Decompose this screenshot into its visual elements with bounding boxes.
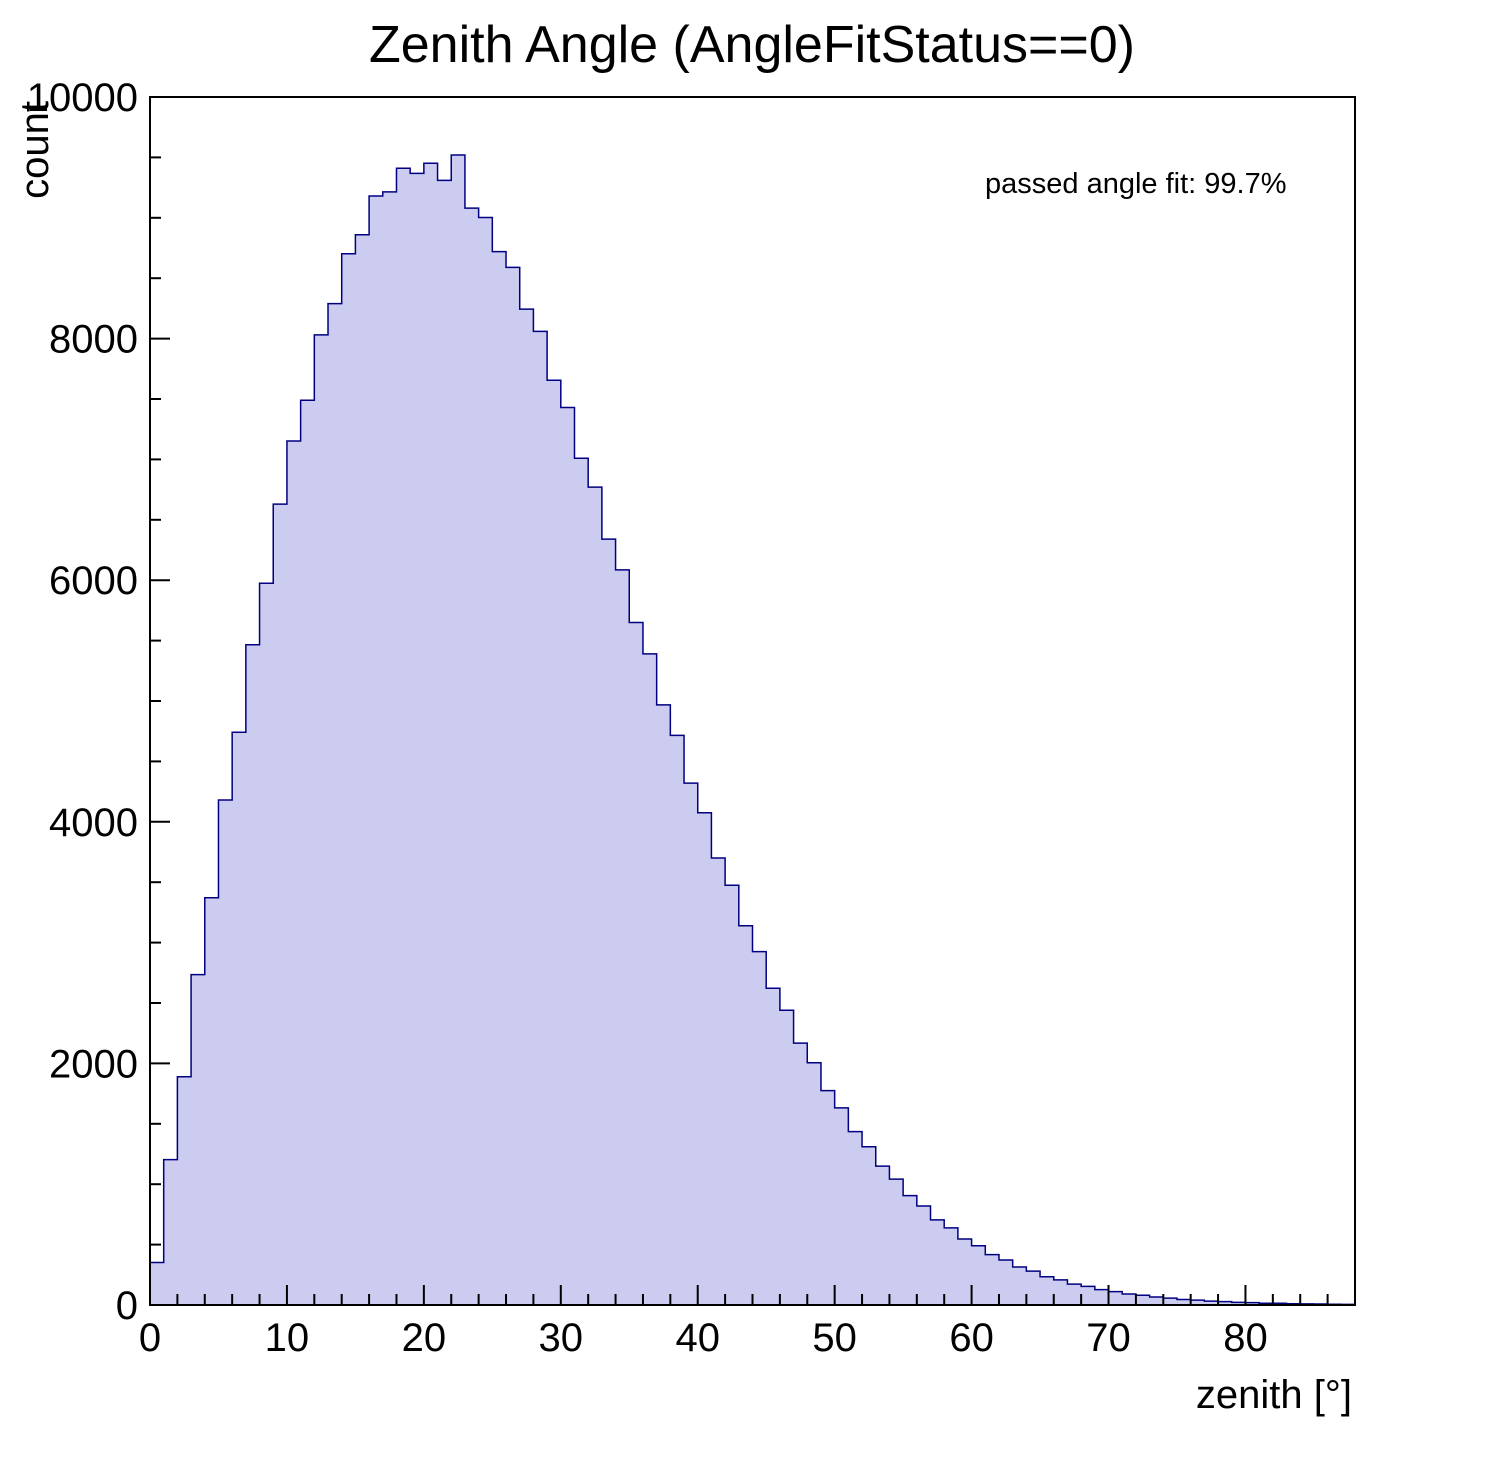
x-tick-label: 20 [402, 1316, 447, 1360]
plot-frame [149, 96, 1356, 1306]
x-tick-label: 30 [539, 1316, 584, 1360]
histogram-path [149, 154, 1356, 1306]
axis-tick-labels: 0 10 20 30 40 50 60 70 80 0 2000 4000 6000 8000 10000 [27, 76, 1268, 1360]
x-tick-label: 10 [265, 1316, 310, 1360]
y-axis-label: count [13, 101, 57, 199]
x-tick-label: 70 [1086, 1316, 1131, 1360]
y-tick-label: 10000 [27, 76, 138, 120]
x-tick-label: 0 [139, 1316, 161, 1360]
annotation-passed-angle-fit: passed angle fit: 99.7% [985, 168, 1286, 200]
x-tick-label: 60 [949, 1316, 994, 1360]
x-tick-label: 50 [812, 1316, 857, 1360]
x-axis-label: zenith [°] [1196, 1373, 1352, 1417]
x-tick-label: 80 [1223, 1316, 1268, 1360]
y-tick-label: 6000 [49, 559, 138, 603]
histogram-series [149, 154, 1356, 1306]
x-tick-label: 40 [675, 1316, 720, 1360]
y-tick-label: 8000 [49, 318, 138, 362]
page-title: Zenith Angle (AngleFitStatus==0) [369, 16, 1135, 74]
y-tick-label: 0 [116, 1284, 138, 1328]
y-tick-label: 4000 [49, 801, 138, 845]
y-tick-label: 2000 [49, 1042, 138, 1086]
